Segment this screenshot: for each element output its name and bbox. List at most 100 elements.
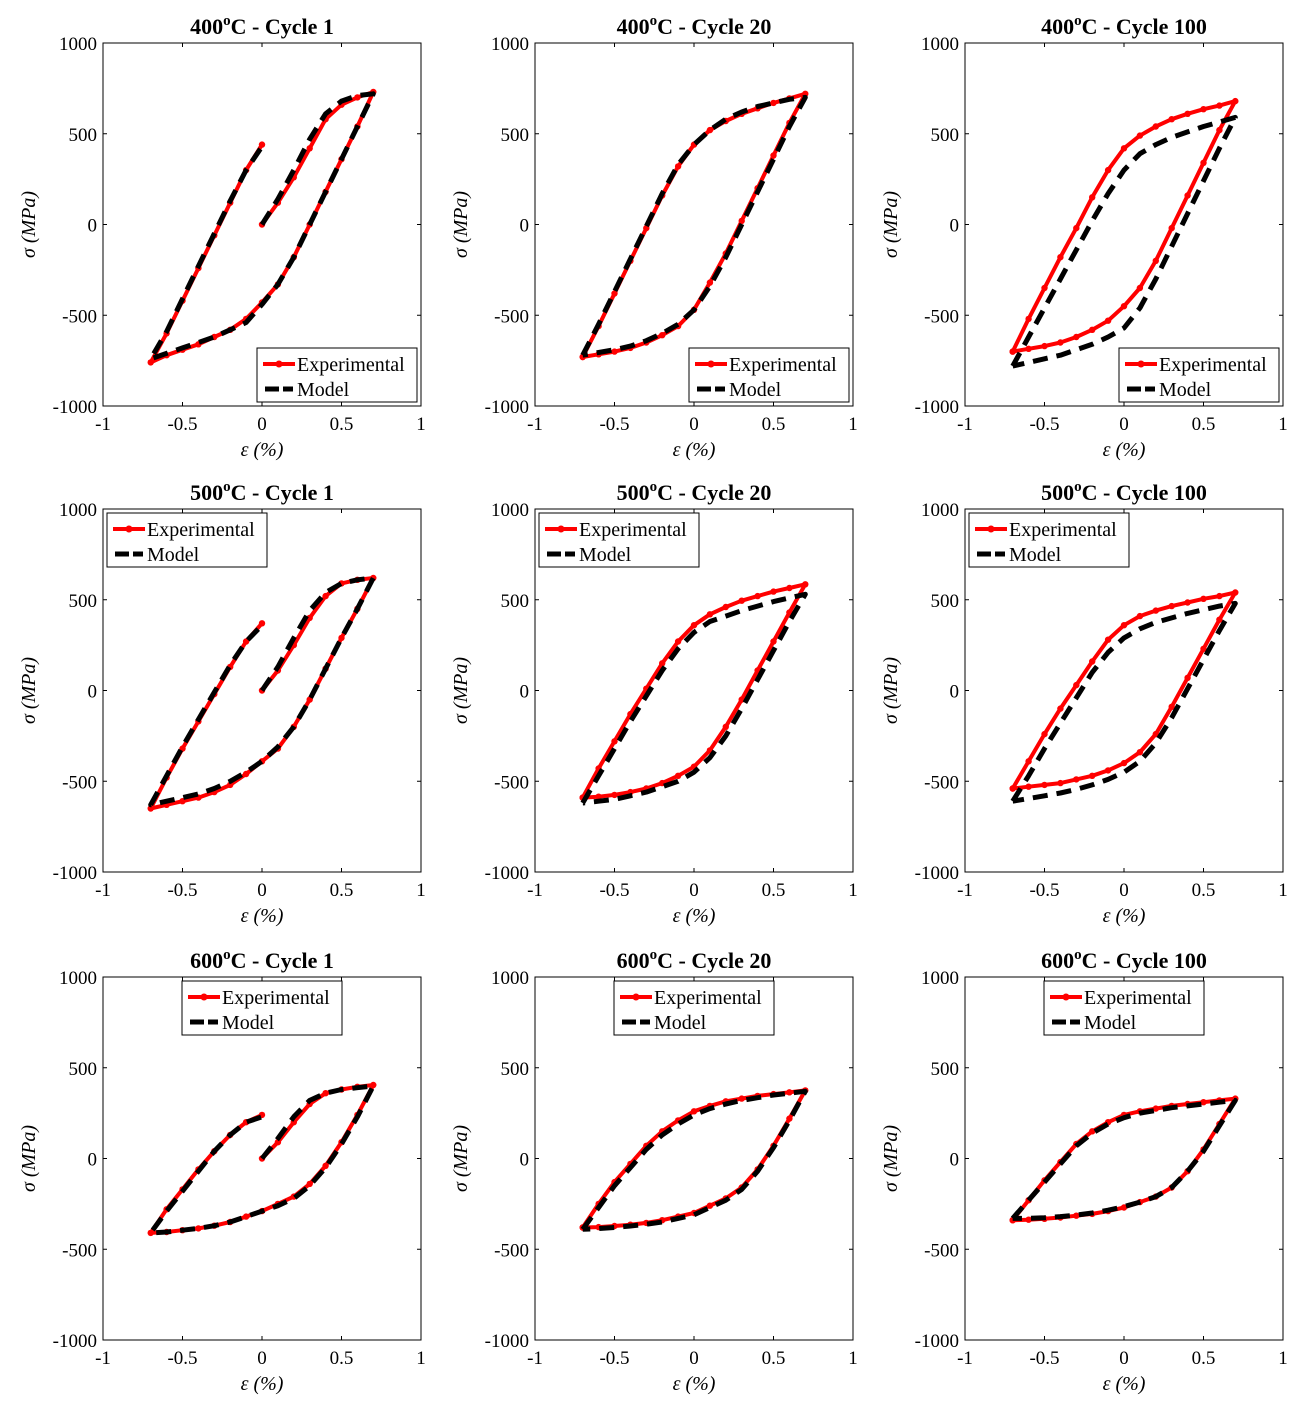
x-tick-label: -0.5 (1029, 1348, 1059, 1369)
experimental-point (1200, 1099, 1207, 1106)
experimental-point (242, 1213, 250, 1220)
experimental-point (770, 638, 777, 645)
x-tick-label: -0.5 (599, 880, 629, 901)
y-tick-label: -500 (494, 306, 529, 327)
experimental-point (147, 805, 154, 812)
x-tick-label: 0.5 (1192, 880, 1216, 901)
experimental-point (1073, 681, 1080, 689)
experimental-point (1041, 342, 1048, 350)
experimental-point (1041, 284, 1048, 292)
experimental-point (1089, 326, 1096, 333)
x-tick-label: 0 (257, 1348, 267, 1369)
experimental-point (1136, 612, 1144, 620)
legend-marker-experimental (632, 993, 640, 1001)
x-tick-label: 1 (1278, 880, 1288, 901)
legend-label-model: Model (579, 544, 632, 566)
experimental-point (306, 1180, 313, 1188)
experimental-point (674, 772, 682, 779)
y-tick-label: 0 (950, 682, 960, 703)
y-tick-label: 500 (69, 591, 98, 612)
experimental-point (1057, 705, 1064, 712)
y-tick-label: 0 (950, 216, 960, 237)
experimental-point (258, 620, 266, 627)
experimental-point (1073, 776, 1080, 783)
y-axis-label: σ (MPa) (880, 1125, 902, 1192)
legend: Experimental Model (613, 980, 775, 1036)
experimental-point (595, 793, 602, 800)
experimental-point (1200, 645, 1207, 652)
experimental-point (1057, 339, 1064, 346)
legend-box (106, 512, 268, 568)
subplot-title: 400oC - Cycle 100 (1041, 13, 1207, 39)
experimental-point (1168, 602, 1175, 610)
x-axis-label: ε (%) (1103, 905, 1146, 927)
subplot-title: 400oC - Cycle 1 (190, 13, 334, 39)
experimental-point (690, 1108, 698, 1115)
legend-label-model: Model (1009, 544, 1062, 566)
y-tick-label: 1000 (59, 34, 97, 55)
experimental-point (611, 290, 618, 297)
x-axis-label: ε (%) (241, 1373, 284, 1395)
y-tick-label: 1000 (491, 968, 529, 989)
experimental-point (1184, 192, 1191, 199)
experimental-point (274, 1139, 282, 1146)
legend-label-model: Model (297, 379, 350, 401)
legend-marker-experimental (275, 360, 283, 368)
x-tick-label: 0.5 (1192, 414, 1216, 435)
y-tick-label: -1000 (915, 397, 959, 418)
x-tick-label: -1 (95, 1348, 111, 1369)
x-tick-label: -0.5 (599, 414, 629, 435)
legend-label-model: Model (654, 1012, 707, 1034)
legend-label-model: Model (729, 379, 782, 401)
legend-marker-experimental (987, 525, 995, 533)
x-tick-label: 0 (1119, 1348, 1129, 1369)
legend-marker-experimental (1137, 360, 1145, 368)
legend-box (256, 347, 418, 403)
x-axis-label: ε (%) (241, 439, 284, 461)
x-tick-label: 0.5 (762, 414, 786, 435)
experimental-point (1152, 257, 1160, 264)
legend-label-experimental: Experimental (1159, 354, 1267, 376)
y-tick-label: -500 (62, 306, 97, 327)
y-tick-label: -1000 (485, 863, 529, 884)
experimental-point (1184, 599, 1191, 606)
x-tick-label: 0 (1119, 414, 1129, 435)
legend-label-model: Model (1084, 1012, 1137, 1034)
x-tick-label: -1 (95, 414, 111, 435)
subplot-6: 500oC - Cycle 100 -1 -0.5 0 0.5 1 1000 500 0 -500… (880, 479, 1288, 927)
y-tick-label: -500 (62, 1240, 97, 1261)
experimental-point (802, 581, 809, 588)
experimental-point (1168, 703, 1175, 710)
experimental-point (1089, 658, 1096, 665)
y-tick-label: -1000 (53, 397, 97, 418)
experimental-point (242, 770, 250, 778)
experimental-point (1057, 779, 1064, 787)
experimental-point (227, 781, 234, 789)
legend-label-experimental: Experimental (579, 519, 687, 541)
series-model-line (580, 1088, 808, 1232)
experimental-point (706, 1202, 714, 1209)
experimental-point (738, 597, 745, 604)
experimental-point (706, 126, 714, 134)
legend-label-experimental: Experimental (1084, 987, 1192, 1009)
y-tick-label: -500 (924, 1240, 959, 1261)
x-axis-label: ε (%) (673, 905, 716, 927)
experimental-point (306, 614, 313, 622)
legend: Experimental Model (106, 512, 268, 568)
experimental-point (1057, 254, 1064, 261)
y-tick-label: 0 (950, 1150, 960, 1171)
series-model-line (580, 94, 808, 358)
y-tick-label: 0 (88, 216, 98, 237)
y-axis-label: σ (MPa) (18, 657, 40, 724)
x-tick-label: -1 (957, 414, 973, 435)
series-model-line (1010, 114, 1238, 369)
x-tick-label: -1 (957, 1348, 973, 1369)
x-tick-label: -1 (527, 1348, 543, 1369)
legend: Experimental Model (968, 512, 1130, 568)
experimental-point (1216, 126, 1223, 134)
subplot-3: 400oC - Cycle 100 -1 -0.5 0 0.5 1 1000 500 0 -500… (880, 13, 1288, 461)
x-tick-label: 0 (689, 1348, 699, 1369)
y-tick-label: 500 (501, 125, 530, 146)
experimental-point (1200, 106, 1207, 113)
